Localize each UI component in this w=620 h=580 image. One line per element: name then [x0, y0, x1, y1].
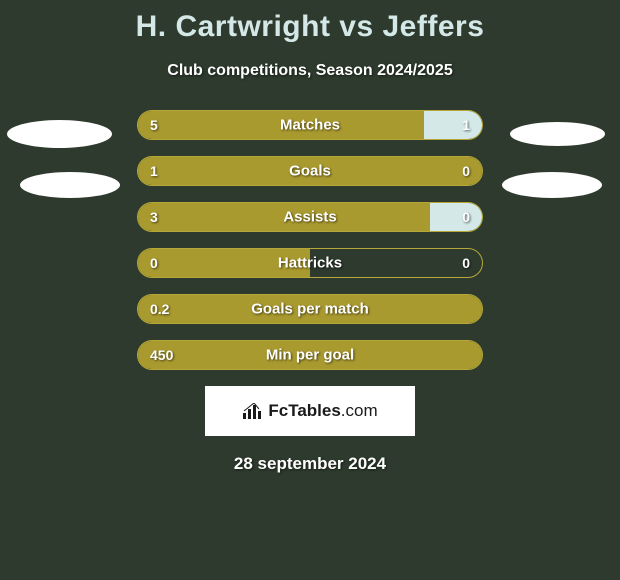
subtitle: Club competitions, Season 2024/2025: [0, 62, 620, 80]
bars-container: 5 Matches 1 1 Goals 0 3 Assists 0 0 Hatt…: [137, 110, 483, 370]
decorative-ellipse: [7, 120, 112, 148]
decorative-ellipse: [502, 172, 602, 198]
logo-text-bold: FcTables: [268, 401, 340, 420]
date-text: 28 september 2024: [0, 454, 620, 474]
stat-value-right: 0: [462, 255, 470, 271]
bar-left: [138, 249, 310, 277]
stat-row-min-per-goal: 450 Min per goal: [137, 340, 483, 370]
logo-text-light: .com: [341, 401, 378, 420]
bar-left: [138, 157, 482, 185]
decorative-ellipse: [20, 172, 120, 198]
stat-row-goals: 1 Goals 0: [137, 156, 483, 186]
bar-right: [430, 203, 482, 231]
stat-row-matches: 5 Matches 1: [137, 110, 483, 140]
bar-right: [424, 111, 482, 139]
bar-left: [138, 203, 430, 231]
logo-text: FcTables.com: [268, 401, 377, 421]
decorative-ellipse: [510, 122, 605, 146]
chart-area: 5 Matches 1 1 Goals 0 3 Assists 0 0 Hatt…: [0, 110, 620, 370]
bar-left: [138, 341, 482, 369]
stat-row-hattricks: 0 Hattricks 0: [137, 248, 483, 278]
footer-logo: FcTables.com: [205, 386, 415, 436]
page-title: H. Cartwright vs Jeffers: [0, 0, 620, 44]
bar-left: [138, 111, 424, 139]
stat-row-goals-per-match: 0.2 Goals per match: [137, 294, 483, 324]
bars-chart-icon: [242, 403, 262, 419]
bar-left: [138, 295, 482, 323]
stat-row-assists: 3 Assists 0: [137, 202, 483, 232]
